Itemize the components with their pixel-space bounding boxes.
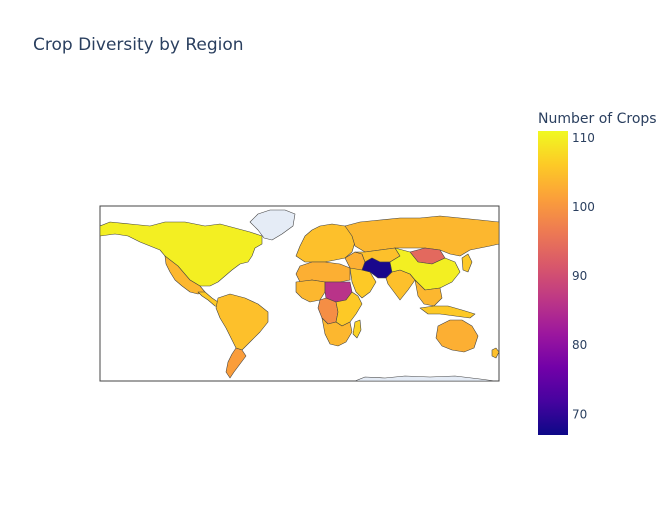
map-regions [100,209,499,381]
region-north-america [100,221,263,287]
region-north-africa [295,261,351,283]
region-australia [435,319,479,353]
colorbar-tick-label: 90 [572,269,587,283]
region-new-zealand [491,347,499,359]
colorbar: Number of Crops 70 80 90 100 110 [538,111,657,435]
region-greenland [249,209,296,241]
chart-title: Crop Diversity by Region [33,35,244,55]
region-antarctica [354,375,496,381]
region-indonesia [419,305,476,319]
colorbar-tick-label: 80 [572,338,587,352]
colorbar-ticks: 70 80 90 100 110 [572,131,595,421]
colorbar-tick-label: 110 [572,131,595,145]
region-mexico [164,255,206,295]
colorbar-title: Number of Crops [538,111,657,127]
region-japan [461,253,473,273]
region-south-america [215,293,269,351]
region-southeast-asia [414,279,443,307]
colorbar-tick-label: 70 [572,407,587,421]
region-madagascar [352,319,362,339]
colorbar-gradient [538,131,568,435]
region-southern-africa [321,317,353,347]
colorbar-tick-label: 100 [572,200,595,214]
region-argentina [225,347,247,379]
region-east-africa [335,291,363,327]
